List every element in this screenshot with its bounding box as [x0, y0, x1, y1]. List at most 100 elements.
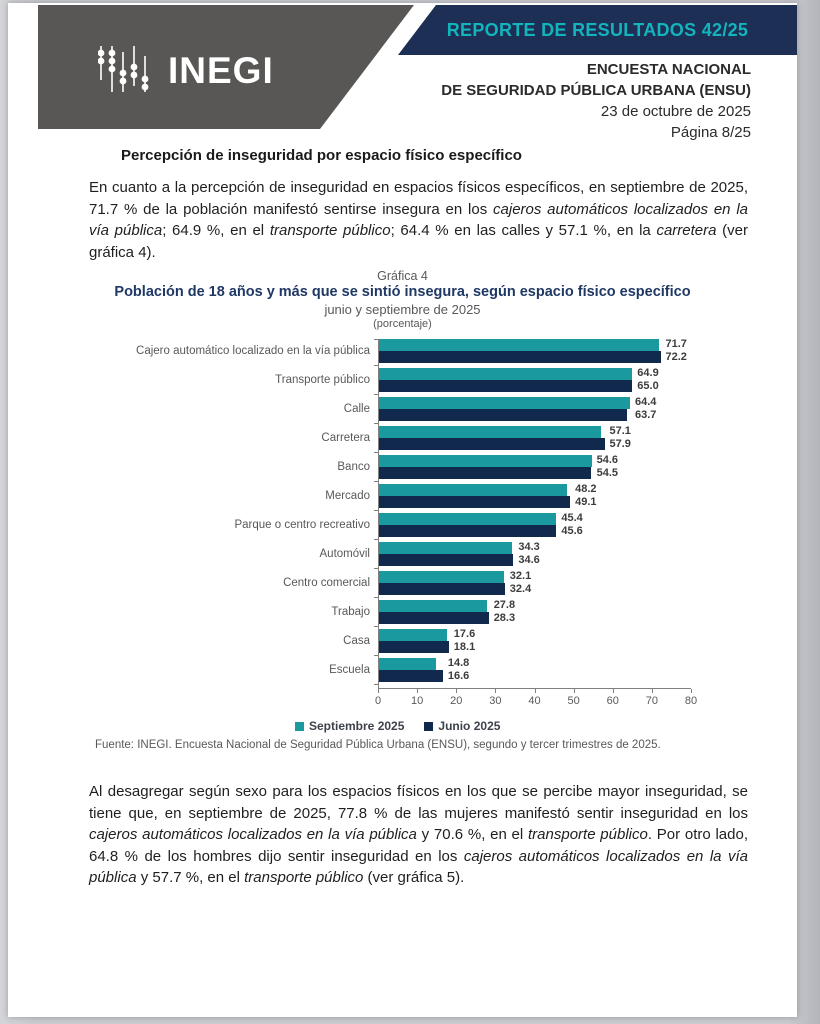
- chart-row: Banco 54.6 54.5: [98, 454, 797, 479]
- survey-title-line1: ENCUESTA NACIONAL: [586, 61, 751, 78]
- bar-group: 57.1 57.9: [378, 425, 698, 451]
- value-label: 34.3: [518, 541, 540, 553]
- document-page: INEGI REPORTE DE RESULTADOS 42/25 ENCUES…: [8, 3, 797, 1017]
- header-info: ENCUESTA NACIONAL DE SEGURIDAD PÚBLICA U…: [441, 59, 751, 143]
- category-label: Centro comercial: [283, 577, 370, 589]
- x-tick-label: 30: [489, 695, 502, 707]
- chart-plot-area: Cajero automático localizado en la vía p…: [8, 338, 797, 733]
- value-label: 14.8: [447, 657, 470, 669]
- bar-junio-2025: [378, 496, 571, 508]
- x-tick-label: 60: [606, 695, 619, 707]
- chart-rows: Cajero automático localizado en la vía p…: [8, 338, 797, 691]
- bar-septiembre-2025: [378, 571, 504, 583]
- value-label: 54.5: [596, 467, 619, 479]
- chart-title: Población de 18 años y más que se sintió…: [114, 284, 691, 300]
- legend-label: Junio 2025: [438, 719, 501, 733]
- bar-group: 34.3 34.6: [378, 541, 698, 567]
- y-axis-tick: [374, 339, 378, 340]
- chart-row: Carretera 57.1 57.9: [98, 425, 797, 451]
- category-label: Cajero automático localizado en la vía p…: [136, 345, 370, 357]
- bar-junio-2025: [378, 438, 605, 450]
- value-label: 17.6: [453, 628, 476, 640]
- bar-septiembre-2025: [378, 339, 659, 351]
- x-tick-label: 0: [374, 695, 382, 707]
- value-labels: 17.6 18.1: [454, 628, 475, 654]
- chart-row: Transporte público 64.9 65.0: [98, 367, 797, 392]
- bar-septiembre-2025: [378, 484, 567, 496]
- bar-group: 54.6 54.5: [378, 454, 698, 479]
- x-tick-label: 80: [684, 695, 698, 707]
- y-axis-tick: [374, 597, 378, 598]
- legend-swatch: [424, 721, 434, 731]
- bar-group: 32.1 32.4: [378, 570, 698, 595]
- bar-junio-2025: [378, 641, 449, 653]
- value-label: 49.1: [575, 496, 597, 508]
- value-label: 32.1: [509, 570, 532, 582]
- x-axis-tick: [417, 689, 419, 693]
- chart-row: Parque o centro recreativo 45.4 45.6: [98, 512, 797, 538]
- value-label: 71.7: [665, 338, 687, 350]
- value-label: 64.4: [635, 396, 657, 408]
- y-axis-tick: [374, 655, 378, 656]
- value-label: 72.2: [665, 351, 687, 363]
- x-axis-tick: [612, 689, 614, 693]
- value-labels: 45.4 45.6: [561, 512, 582, 538]
- report-banner-label: REPORTE DE RESULTADOS 42/25: [446, 19, 749, 40]
- paragraph-2: Al desagregar según sexo para los espaci…: [89, 783, 748, 886]
- value-label: 32.4: [509, 583, 532, 595]
- y-axis-tick: [374, 626, 378, 627]
- chart-row: Escuela 14.8 16.6: [98, 657, 797, 683]
- bar-septiembre-2025: [378, 397, 630, 409]
- x-axis-tick: [456, 689, 458, 693]
- bar-group: 17.6 18.1: [378, 628, 698, 654]
- bar-group: 48.2 49.1: [378, 483, 698, 508]
- category-label: Casa: [343, 635, 370, 647]
- value-label: 27.8: [493, 599, 516, 611]
- chart-unit-note: (porcentaje): [373, 318, 432, 330]
- value-label: 65.0: [637, 380, 659, 392]
- x-axis-tick: [691, 689, 692, 693]
- source-note: Fuente: INEGI. Encuesta Nacional de Segu…: [95, 739, 661, 751]
- paragraph-1: En cuanto a la percepción de inseguridad…: [89, 179, 748, 261]
- value-label: 63.7: [635, 409, 657, 421]
- value-label: 34.6: [518, 554, 540, 566]
- legend-label: Septiembre 2025: [309, 719, 405, 733]
- y-axis-tick: [374, 365, 378, 366]
- inegi-logo-block: INEGI: [38, 5, 414, 129]
- bar-junio-2025: [378, 554, 514, 566]
- x-tick-label: 20: [450, 695, 463, 707]
- bar-septiembre-2025: [378, 455, 592, 467]
- value-labels: 27.8 28.3: [494, 599, 515, 625]
- chart-row: Cajero automático localizado en la vía p…: [98, 338, 797, 363]
- x-tick-label: 70: [645, 695, 658, 707]
- bar-group: 71.7 72.2: [378, 338, 698, 363]
- value-label: 45.6: [561, 525, 583, 537]
- category-label: Mercado: [325, 490, 370, 502]
- bar-junio-2025: [378, 612, 489, 624]
- x-tick-label: 50: [567, 695, 580, 707]
- chart-row: Automóvil 34.3 34.6: [98, 541, 797, 567]
- bar-junio-2025: [378, 351, 661, 363]
- y-axis-tick: [374, 568, 378, 569]
- bar-septiembre-2025: [378, 658, 436, 670]
- value-label: 16.6: [447, 670, 470, 682]
- x-axis-tick: [651, 689, 653, 693]
- value-labels: 14.8 16.6: [448, 657, 469, 683]
- value-labels: 57.1 57.9: [610, 425, 631, 451]
- legend-item: Junio 2025: [424, 719, 500, 733]
- y-axis-tick: [374, 684, 378, 685]
- y-axis-tick: [374, 394, 378, 395]
- bar-group: 64.4 63.7: [378, 396, 698, 422]
- category-label: Transporte público: [275, 374, 370, 386]
- legend-item: Septiembre 2025: [295, 719, 404, 733]
- x-axis-tick: [534, 689, 536, 693]
- chart-number-label: Gráfica 4: [377, 269, 428, 283]
- bar-group: 45.4 45.6: [378, 512, 698, 538]
- bar-junio-2025: [378, 583, 505, 595]
- value-labels: 34.3 34.6: [518, 541, 539, 567]
- value-label: 64.9: [637, 367, 659, 379]
- report-date: 23 de octubre de 2025: [600, 103, 751, 120]
- value-labels: 64.4 63.7: [635, 396, 656, 422]
- x-axis-tick: [495, 689, 497, 693]
- bar-group: 14.8 16.6: [378, 657, 698, 683]
